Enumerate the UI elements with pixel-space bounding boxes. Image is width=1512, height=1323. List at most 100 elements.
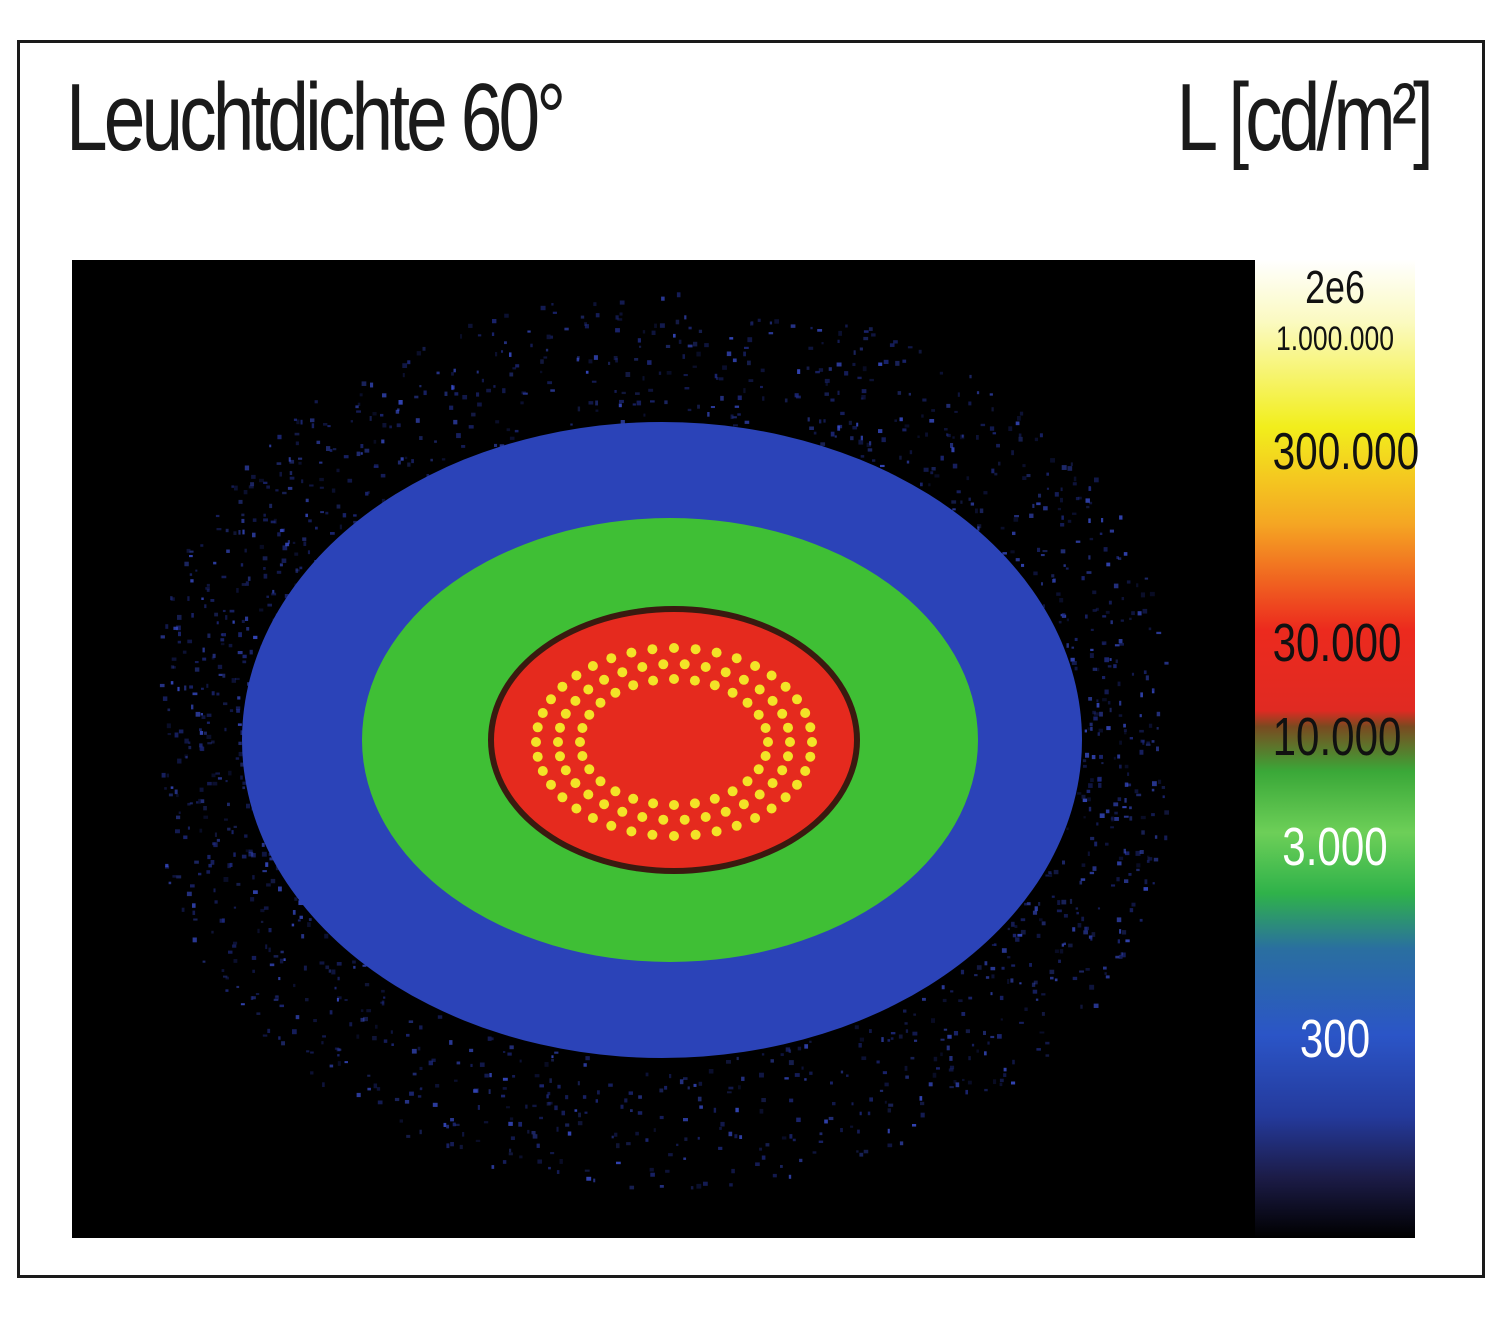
led-dot [584, 764, 595, 775]
led-dot [555, 751, 565, 762]
zone-core [494, 612, 854, 868]
led-dot [557, 681, 568, 692]
led-dot [690, 644, 701, 655]
led-dot [570, 778, 581, 789]
colorbar-tick-label: 30.000 [1272, 613, 1402, 673]
led-dot [754, 789, 765, 800]
led-dot [560, 708, 571, 719]
led-dot [700, 662, 711, 672]
led-dot [750, 813, 761, 823]
led-dot [805, 722, 816, 733]
led-dot [750, 661, 761, 671]
led-dot [731, 653, 742, 664]
led-dot [553, 737, 563, 747]
led-dot [571, 670, 582, 681]
led-dot [766, 803, 777, 814]
led-dot [610, 786, 621, 797]
led-dot [575, 737, 585, 747]
led-dot [760, 723, 771, 733]
led-dot [583, 684, 594, 695]
led-dot [742, 697, 753, 708]
led-dot [792, 779, 802, 790]
led-dot [689, 675, 700, 686]
led-dot [595, 697, 606, 708]
led-dot [753, 709, 764, 720]
led-dot [780, 681, 791, 692]
led-dot [577, 751, 588, 761]
led-dot [742, 776, 753, 787]
led-dots [531, 643, 817, 841]
led-dot [679, 659, 690, 670]
led-dot [546, 694, 556, 705]
led-dot [587, 813, 598, 823]
led-dot [546, 779, 556, 790]
led-dot [587, 661, 598, 671]
led-dot [807, 737, 817, 747]
led-dot [669, 800, 679, 810]
led-dot [606, 820, 617, 831]
led-dot [689, 798, 700, 809]
led-dot [690, 829, 701, 840]
led-dot [537, 708, 548, 718]
led-dot [628, 680, 639, 691]
led-dot [557, 792, 568, 803]
colorbar: 2e6 1.000.000 300.000 30.000 10.000 3.000 300 [1255, 260, 1420, 1238]
led-dot [783, 751, 793, 762]
led-dot [709, 680, 720, 691]
led-dot [760, 751, 771, 761]
led-dot [669, 643, 679, 653]
led-dot [560, 765, 571, 776]
led-dot [669, 831, 679, 841]
led-dot [617, 806, 628, 817]
led-dot [731, 820, 742, 831]
led-dot [767, 695, 778, 706]
luminance-map [72, 260, 1255, 1238]
led-dot [709, 793, 720, 804]
led-dot [577, 723, 588, 733]
led-dot [679, 814, 690, 825]
led-dot [783, 722, 793, 733]
led-dot [532, 751, 543, 762]
led-dot [658, 814, 669, 825]
led-dot [711, 826, 722, 837]
led-dot [637, 662, 648, 672]
led-dot [727, 687, 738, 698]
led-dot [711, 647, 722, 658]
led-dot [599, 799, 610, 810]
led-dot [720, 806, 731, 817]
colorbar-tick-label: 10.000 [1272, 707, 1402, 767]
led-dot [648, 675, 659, 686]
led-dot [669, 674, 679, 684]
led-dot [763, 737, 773, 747]
led-dot [610, 687, 621, 698]
led-dot [595, 776, 606, 787]
led-dot [785, 737, 795, 747]
led-dot [780, 792, 791, 803]
led-dot [626, 647, 637, 658]
unit-label: L [cd/m²] [1176, 64, 1434, 171]
led-dot [637, 812, 648, 822]
led-dot [555, 722, 565, 733]
colorbar-tick-label: 2e6 [1305, 261, 1365, 313]
led-dot [584, 709, 595, 720]
colorbar-tick-label: 300.000 [1272, 423, 1420, 481]
led-dot [753, 764, 764, 775]
led-dot [727, 786, 738, 797]
led-dot [647, 644, 658, 655]
led-dot [800, 766, 811, 776]
led-dot [777, 765, 788, 776]
colorbar-gradient [1255, 260, 1415, 1238]
led-dot [738, 674, 749, 685]
led-dot [720, 667, 731, 678]
colorbar-tick-label: 3.000 [1282, 817, 1388, 877]
led-dot [805, 751, 816, 762]
led-dot [571, 803, 582, 814]
led-dot [648, 798, 659, 809]
led-dot [599, 674, 610, 685]
led-dot [800, 708, 811, 718]
led-dot [766, 670, 777, 681]
led-dot [777, 708, 788, 719]
led-dot [767, 778, 778, 789]
colorbar-fill [1255, 260, 1415, 1238]
led-dot [700, 812, 711, 822]
